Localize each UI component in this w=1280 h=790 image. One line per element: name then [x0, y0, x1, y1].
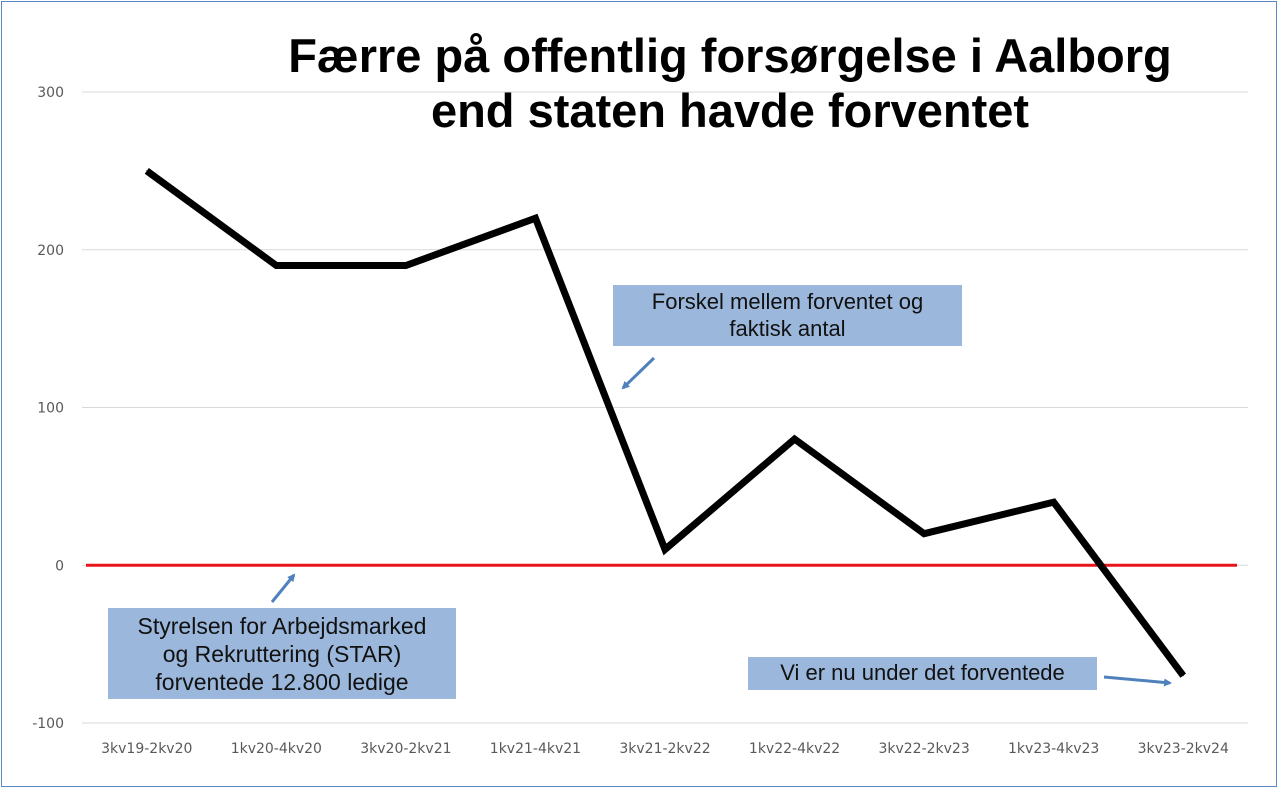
arrow-forskel [621, 356, 656, 390]
annotation-star: Styrelsen for Arbejdsmarked og Rekrutter… [108, 608, 456, 699]
arrow-star [270, 573, 296, 603]
y-tick-label: 100 [37, 401, 64, 417]
data-point [664, 548, 666, 550]
x-tick-label: 3kv22-2kv23 [878, 741, 969, 757]
x-tick-label: 3kv23-2kv24 [1138, 741, 1229, 757]
series-line [144, 168, 1187, 678]
annotation-forskel: Forskel mellem forventet og faktisk anta… [613, 285, 962, 346]
y-tick-label: -100 [32, 716, 64, 732]
annotation-text: og Rekruttering (STAR) [162, 641, 402, 667]
data-point [1053, 501, 1055, 503]
x-tick-label: 3kv21-2kv22 [619, 741, 710, 757]
x-tick-label: 1kv23-4kv23 [1008, 741, 1099, 757]
data-point [275, 265, 277, 267]
title-line-1: Færre på offentlig forsørgelse i Aalborg [288, 29, 1172, 82]
x-tick-label: 1kv21-4kv21 [490, 741, 581, 757]
x-tick-label: 1kv20-4kv20 [231, 741, 322, 757]
annotation-text: Forskel mellem forventet og [651, 289, 924, 314]
annotation-text: forventede 12.800 ledige [155, 669, 409, 695]
annotation-text: faktisk antal [729, 316, 846, 341]
title-line-2: end staten havde forventet [430, 84, 1030, 137]
y-tick-label: 200 [37, 243, 64, 259]
chart-title: Færre på offentlig forsørgelse i Aalborg… [200, 28, 1260, 138]
data-point [923, 533, 925, 535]
arrow-under [1103, 675, 1172, 687]
data-point [794, 438, 796, 440]
x-tick-label: 3kv19-2kv20 [101, 741, 192, 757]
x-tick-label: 3kv20-2kv21 [360, 741, 451, 757]
data-point [534, 217, 536, 219]
data-point [405, 265, 407, 267]
annotation-text: Vi er nu under det forventede [780, 660, 1065, 685]
annotation-text: Styrelsen for Arbejdsmarked [137, 613, 427, 639]
data-point [1182, 675, 1184, 677]
y-tick-label: 300 [37, 85, 64, 101]
x-tick-label: 1kv22-4kv22 [749, 741, 840, 757]
data-point [146, 170, 148, 172]
y-tick-label: 0 [55, 558, 64, 574]
annotation-under: Vi er nu under det forventede [748, 657, 1097, 690]
